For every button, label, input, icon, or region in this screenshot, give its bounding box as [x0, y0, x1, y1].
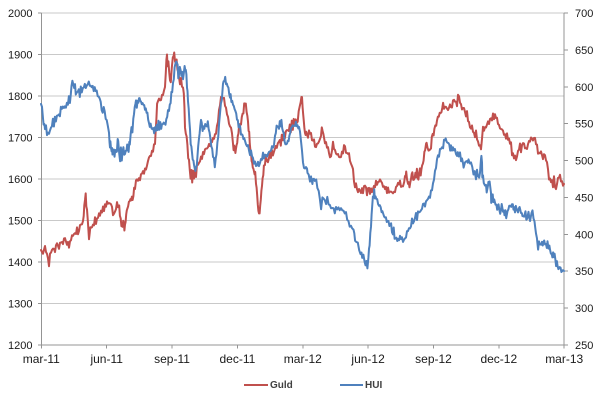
svg-text:550: 550 — [575, 119, 593, 131]
svg-text:250: 250 — [575, 340, 593, 352]
svg-text:1300: 1300 — [8, 299, 32, 311]
svg-text:300: 300 — [575, 303, 593, 315]
svg-text:1200: 1200 — [8, 340, 32, 352]
svg-text:mar-13: mar-13 — [545, 352, 583, 366]
svg-text:sep-11: sep-11 — [154, 352, 190, 366]
svg-text:1800: 1800 — [8, 91, 32, 103]
svg-text:dec-12: dec-12 — [480, 352, 517, 366]
svg-text:400: 400 — [575, 229, 593, 241]
svg-text:Guld: Guld — [270, 380, 293, 391]
svg-text:jun-12: jun-12 — [350, 352, 385, 366]
svg-text:1400: 1400 — [8, 257, 32, 269]
svg-text:HUI: HUI — [365, 380, 382, 391]
svg-text:mar-11: mar-11 — [23, 352, 60, 366]
svg-text:1500: 1500 — [8, 216, 32, 228]
svg-text:1900: 1900 — [8, 50, 32, 62]
svg-text:sep-12: sep-12 — [415, 352, 452, 366]
svg-text:500: 500 — [575, 156, 593, 168]
svg-text:jun-11: jun-11 — [89, 352, 123, 366]
svg-text:350: 350 — [575, 266, 593, 278]
svg-text:600: 600 — [575, 82, 593, 94]
svg-text:1600: 1600 — [8, 174, 32, 186]
svg-text:1700: 1700 — [8, 133, 32, 145]
svg-text:450: 450 — [575, 192, 593, 204]
svg-text:700: 700 — [575, 8, 593, 20]
svg-text:dec-11: dec-11 — [219, 352, 255, 366]
svg-text:2000: 2000 — [8, 8, 32, 20]
svg-text:650: 650 — [575, 45, 593, 57]
svg-text:mar-12: mar-12 — [284, 352, 322, 366]
